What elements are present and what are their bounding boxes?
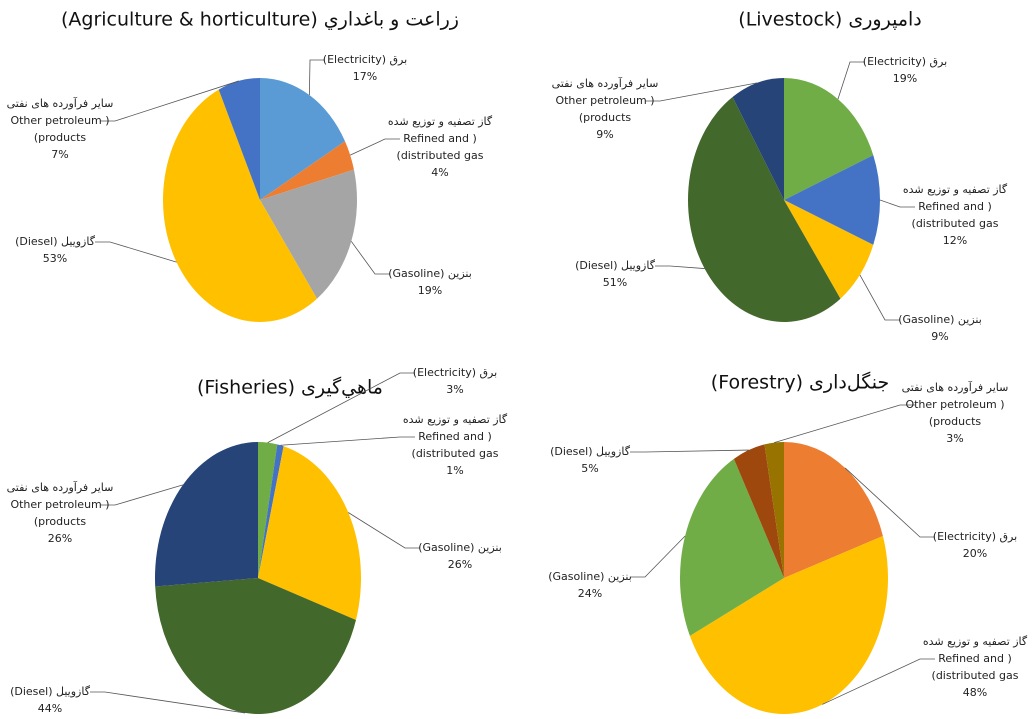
value-label: 24% [578, 587, 602, 600]
leader-line [350, 139, 400, 155]
slice-label: سایر فرآورده های نفتی [7, 480, 114, 494]
slice-label: (distributed gas [932, 669, 1019, 682]
value-label: 3% [946, 432, 963, 445]
leader-line [880, 200, 915, 207]
pie-slice [155, 442, 258, 587]
slice-label: Refined and ) [403, 132, 477, 145]
leader-line [774, 405, 915, 443]
value-label: 19% [893, 72, 917, 85]
leader-line [348, 512, 420, 548]
slice-label: Refined and ) [418, 430, 492, 443]
chart-title: ماهي‌گیری (Fisheries) [197, 376, 383, 399]
slice-label: برق (Electricity) [323, 53, 407, 66]
value-label: 44% [38, 702, 62, 715]
slice-label: Other petroleum ) [10, 114, 109, 127]
value-label: 5% [581, 462, 598, 475]
value-label: 26% [448, 558, 472, 571]
slice-label: گاز تصفیه و توزیع شده [923, 635, 1028, 648]
value-label: 9% [596, 128, 613, 141]
slice-label: گاز تصفیه و توزیع شده [403, 413, 508, 426]
leader-line [95, 242, 177, 262]
value-label: 53% [43, 252, 67, 265]
slice-label: گازوییل (Diesel) [10, 685, 91, 698]
value-label: 4% [431, 166, 448, 179]
leader-line [630, 450, 749, 452]
chart-title: دامپروری (Livestock) [738, 9, 921, 31]
slice-label: (distributed gas [412, 447, 499, 460]
value-label: 26% [48, 532, 72, 545]
chart-page: زراعت و باغداري (Agriculture & horticult… [0, 0, 1032, 719]
chart-title: جنگل‌داری (Forestry) [711, 371, 889, 394]
slice-label: سایر فرآورده های نفتی [7, 96, 114, 110]
slice-label: (distributed gas [912, 217, 999, 230]
slice-label: Refined and ) [938, 652, 1012, 665]
slice-label: (products [579, 111, 632, 124]
slice-label: گازوییل (Diesel) [550, 445, 631, 458]
slice-label: بنزین (Gasoline) [898, 313, 982, 326]
value-label: 12% [943, 234, 967, 247]
slice-label: (products [929, 415, 982, 428]
slice-label: (products [34, 515, 87, 528]
value-label: 17% [353, 70, 377, 83]
slice-label: سایر فرآورده های نفتی [902, 380, 1009, 394]
slice-label: بنزین (Gasoline) [388, 267, 472, 280]
leader-line [351, 241, 390, 274]
value-label: 19% [418, 284, 442, 297]
slice-label: گازوییل (Diesel) [575, 259, 656, 272]
chart-title: زراعت و باغداري (Agriculture & horticult… [61, 9, 459, 31]
value-label: 9% [931, 330, 948, 343]
slice-label: گاز تصفیه و توزیع شده [903, 183, 1008, 196]
value-label: 7% [51, 148, 68, 161]
value-label: 20% [963, 547, 987, 560]
slice-label: گاز تصفیه و توزیع شده [388, 115, 493, 128]
leader-line [280, 437, 415, 445]
slice-label: بنزین (Gasoline) [548, 570, 632, 583]
value-label: 3% [446, 383, 463, 396]
leader-line [655, 266, 705, 269]
slice-label: Other petroleum ) [10, 498, 109, 511]
slice-label: (distributed gas [397, 149, 484, 162]
slice-label: برق (Electricity) [933, 530, 1017, 543]
slice-label: (products [34, 131, 87, 144]
slice-label: بنزین (Gasoline) [418, 541, 502, 554]
leader-line [860, 275, 900, 320]
slice-label: برق (Electricity) [413, 366, 497, 379]
slice-label: برق (Electricity) [863, 55, 947, 68]
slice-label: Other petroleum ) [905, 398, 1004, 411]
leader-line [630, 536, 685, 577]
leader-line [838, 62, 865, 99]
slice-label: Other petroleum ) [555, 94, 654, 107]
slice-label: سایر فرآورده های نفتی [552, 76, 659, 90]
value-label: 51% [603, 276, 627, 289]
value-label: 48% [963, 686, 987, 699]
slice-label: گازوییل (Diesel) [15, 235, 96, 248]
slice-label: Refined and ) [918, 200, 992, 213]
value-label: 1% [446, 464, 463, 477]
